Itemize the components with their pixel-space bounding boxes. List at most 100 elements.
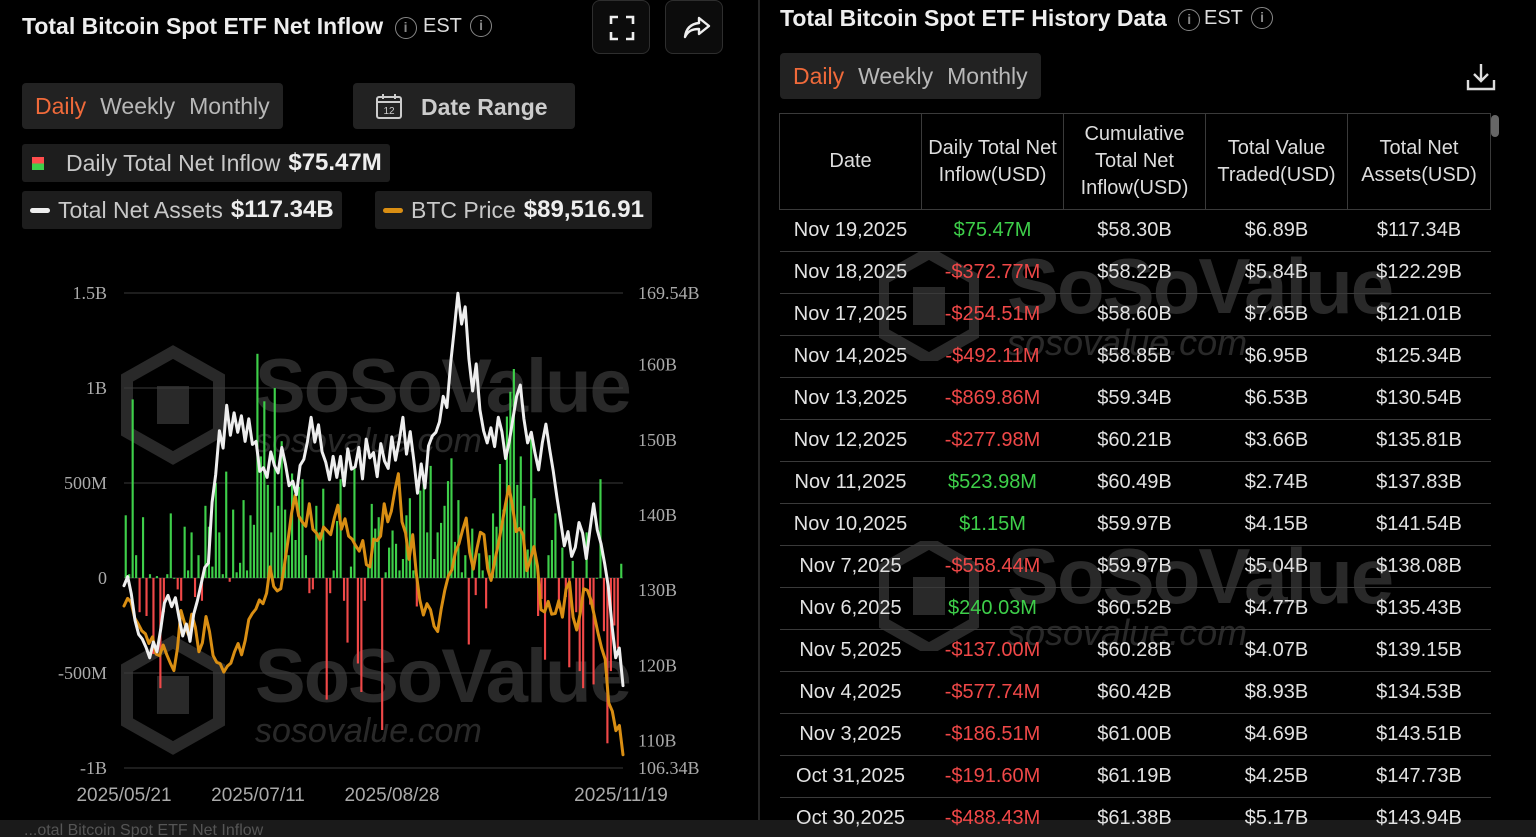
cell-daily-inflow: $75.47M <box>921 209 1064 252</box>
svg-text:12: 12 <box>383 106 395 117</box>
cell-net-assets: $121.01B <box>1347 293 1491 336</box>
legend-inflow-name: Daily Total Net Inflow <box>66 149 281 176</box>
info-icon[interactable]: i <box>394 17 417 39</box>
legend-btc-value: $89,516.91 <box>523 196 644 223</box>
header-net-assets[interactable]: Total Net Assets(USD) <box>1347 113 1491 210</box>
legend-assets[interactable]: Total Net Assets $117.34B <box>22 191 342 229</box>
table-row[interactable]: Oct 30,2025 -$488.43M $61.38B $5.17B $143.94… <box>779 797 1491 837</box>
inflow-bar <box>211 566 214 578</box>
cell-value-traded: $3.66B <box>1205 419 1348 462</box>
timezone-info-icon[interactable]: i <box>1251 7 1274 29</box>
cell-cumulative-inflow: $58.85B <box>1063 335 1206 378</box>
table-row[interactable]: Nov 10,2025 $1.15M $59.97B $4.15B $141.54B <box>779 503 1491 546</box>
history-tab-weekly[interactable]: Weekly <box>858 62 934 89</box>
table-scrollbar[interactable] <box>1490 113 1500 837</box>
inflow-chart[interactable]: SoSoValuesosovalue.comSoSoValuesosovalue… <box>0 270 758 820</box>
inflow-bar <box>464 555 467 578</box>
cell-cumulative-inflow: $58.60B <box>1063 293 1206 336</box>
tab-weekly[interactable]: Weekly <box>100 92 176 119</box>
inflow-bar <box>384 572 387 578</box>
cell-net-assets: $141.54B <box>1347 503 1491 546</box>
table-row[interactable]: Nov 17,2025 -$254.51M $58.60B $7.65B $121.01… <box>779 293 1491 336</box>
info-icon[interactable]: i <box>1178 9 1201 31</box>
inflow-bar <box>336 521 339 578</box>
legend-btc[interactable]: BTC Price $89,516.91 <box>375 191 652 229</box>
date-range-label: Date Range <box>421 94 548 120</box>
chart-watermark-logo-core <box>157 386 189 424</box>
inflow-bar <box>363 578 366 601</box>
table-row[interactable]: Nov 13,2025 -$869.86M $59.34B $6.53B $130.54… <box>779 377 1491 420</box>
history-tab-daily[interactable]: Daily <box>793 62 845 89</box>
header-value-traded[interactable]: Total Value Traded(USD) <box>1205 113 1348 210</box>
timezone-info-icon[interactable]: i <box>470 15 493 37</box>
table-row[interactable]: Nov 14,2025 -$492.11M $58.85B $6.95B $125.34… <box>779 335 1491 378</box>
y-right-tick-label: 169.54B <box>638 283 700 303</box>
cell-net-assets: $135.81B <box>1347 419 1491 462</box>
table-row[interactable]: Nov 4,2025 -$577.74M $60.42B $8.93B $134.53B <box>779 671 1491 714</box>
legend-inflow[interactable]: Daily Total Net Inflow $75.47M <box>22 144 390 182</box>
panel-divider <box>758 0 760 837</box>
cell-daily-inflow: -$137.00M <box>921 629 1064 672</box>
inflow-bar <box>315 505 318 578</box>
header-cumulative-inflow[interactable]: Cumulative Total Net Inflow(USD) <box>1063 113 1206 210</box>
inflow-bar <box>478 553 481 578</box>
inflow-bar <box>232 509 235 578</box>
history-tab-monthly[interactable]: Monthly <box>947 62 1028 89</box>
cell-daily-inflow: $523.98M <box>921 461 1064 504</box>
cell-daily-inflow: -$191.60M <box>921 755 1064 798</box>
table-row[interactable]: Nov 19,2025 $75.47M $58.30B $6.89B $117.34B <box>779 209 1491 252</box>
legend-inflow-value: $75.47M <box>288 149 382 176</box>
inflow-bar <box>287 555 290 578</box>
cell-cumulative-inflow: $59.97B <box>1063 503 1206 546</box>
cell-cumulative-inflow: $58.30B <box>1063 209 1206 252</box>
x-tick-label: 2025/11/19 <box>574 785 668 806</box>
cell-date: Nov 13,2025 <box>779 377 922 420</box>
cell-daily-inflow: -$488.43M <box>921 797 1064 837</box>
y-left-tick-label: -1B <box>80 758 107 778</box>
header-date[interactable]: Date <box>779 113 922 210</box>
table-row[interactable]: Oct 31,2025 -$191.60M $61.19B $4.25B $147.73… <box>779 755 1491 798</box>
inflow-bar <box>353 467 356 578</box>
table-row[interactable]: Nov 3,2025 -$186.51M $61.00B $4.69B $143.51B <box>779 713 1491 756</box>
inflow-bar <box>381 578 384 730</box>
cell-daily-inflow: -$186.51M <box>921 713 1064 756</box>
y-right-tick-label: 130B <box>638 580 677 600</box>
table-row[interactable]: Nov 7,2025 -$558.44M $59.97B $5.04B $138.08B <box>779 545 1491 588</box>
history-period-tabs: Daily Weekly Monthly <box>780 53 1041 99</box>
inflow-bar <box>401 559 405 578</box>
date-range-button[interactable]: 12 Date Range <box>353 83 575 129</box>
table-row[interactable]: Nov 6,2025 $240.03M $60.52B $4.77B $135.43B <box>779 587 1491 630</box>
tab-daily[interactable]: Daily <box>35 92 87 119</box>
y-right-tick-label: 110B <box>638 730 676 750</box>
cell-value-traded: $4.15B <box>1205 503 1348 546</box>
table-row[interactable]: Nov 12,2025 -$277.98M $60.21B $3.66B $135.81… <box>779 419 1491 462</box>
cell-cumulative-inflow: $61.38B <box>1063 797 1206 837</box>
cell-net-assets: $143.94B <box>1347 797 1491 837</box>
table-row[interactable]: Nov 11,2025 $523.98M $60.49B $2.74B $137.83B <box>779 461 1491 504</box>
inflow-bar <box>488 555 491 578</box>
share-button[interactable] <box>665 0 723 54</box>
table-row[interactable]: Nov 5,2025 -$137.00M $60.28B $4.07B $139.15B <box>779 629 1491 672</box>
chart-title-text: Total Bitcoin Spot ETF Net Inflow <box>22 13 384 39</box>
inflow-bar <box>239 562 242 578</box>
tab-monthly[interactable]: Monthly <box>189 92 270 119</box>
cell-net-assets: $139.15B <box>1347 629 1491 672</box>
cell-cumulative-inflow: $61.19B <box>1063 755 1206 798</box>
chart-watermark-brand: SoSoValue <box>255 634 630 719</box>
cell-date: Nov 5,2025 <box>779 629 922 672</box>
header-daily-inflow[interactable]: Daily Total Net Inflow(USD) <box>921 113 1064 210</box>
inflow-bar <box>391 530 394 578</box>
inflow-bar <box>200 578 204 601</box>
fullscreen-button[interactable] <box>592 0 650 54</box>
y-left-tick-label: 1.5B <box>72 283 107 303</box>
table-row[interactable]: Nov 18,2025 -$372.77M $58.22B $5.84B $122.29… <box>779 251 1491 294</box>
cell-date: Nov 7,2025 <box>779 545 922 588</box>
inflow-bar <box>540 578 543 599</box>
inflow-bar <box>197 555 200 578</box>
download-icon[interactable] <box>1464 60 1498 94</box>
inflow-bar <box>263 401 266 578</box>
inflow-bar <box>620 563 623 578</box>
cell-value-traded: $4.77B <box>1205 587 1348 630</box>
scrollbar-thumb[interactable] <box>1491 115 1499 137</box>
table-header-row: Date Daily Total Net Inflow(USD) Cumulat… <box>779 113 1491 210</box>
